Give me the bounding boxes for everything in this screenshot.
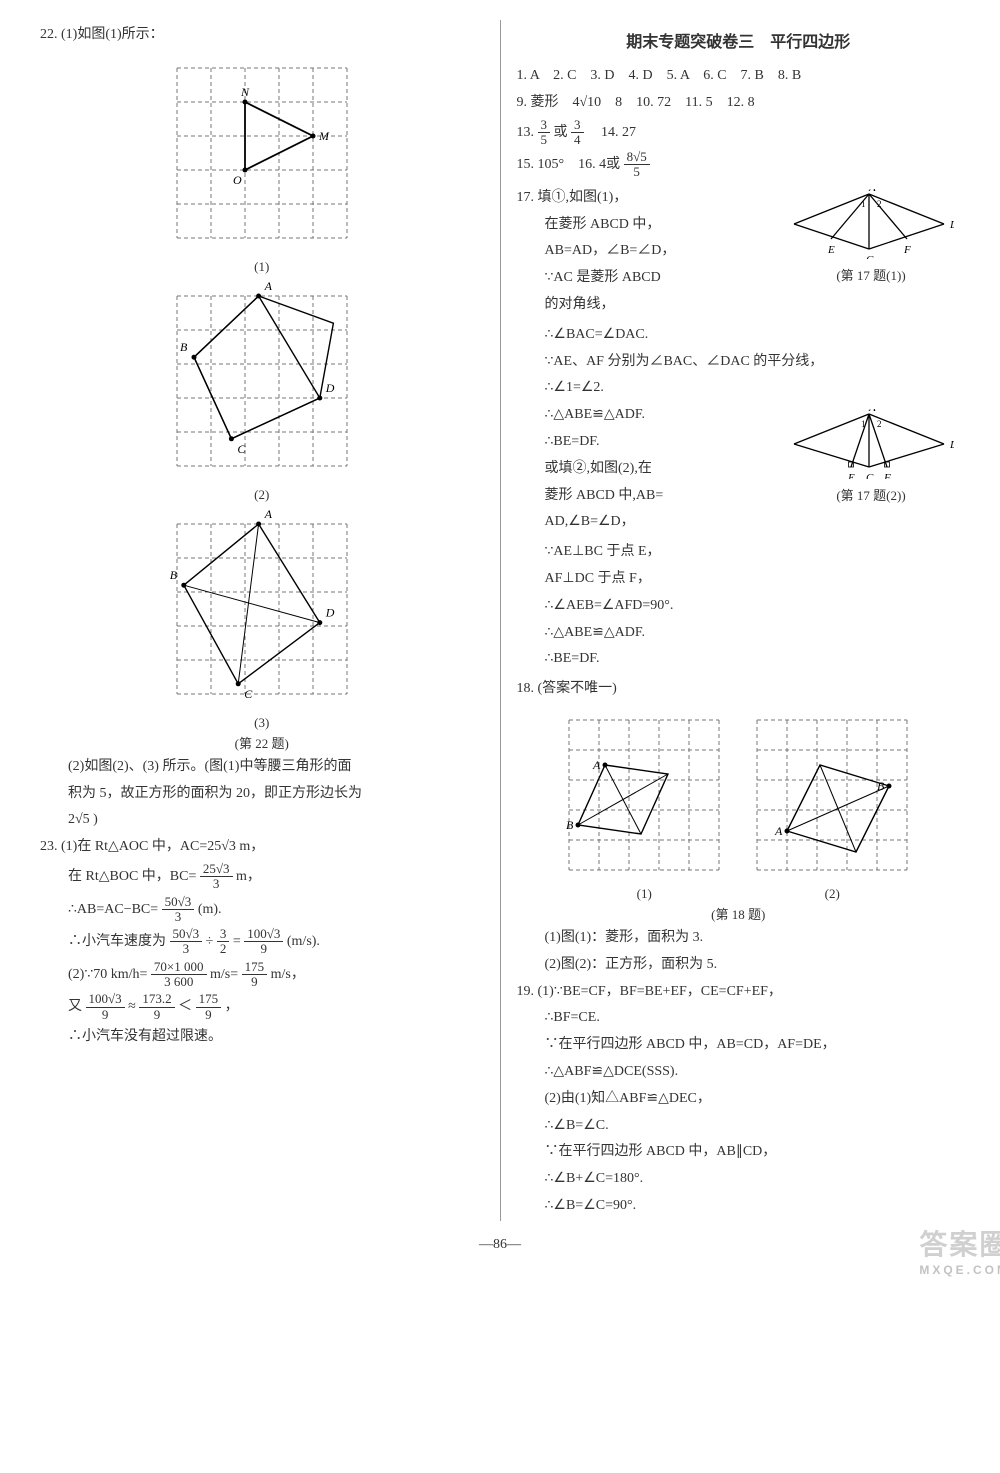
q23-l2: 在 Rt△BOC 中，BC= 25√33 m， (40, 862, 484, 892)
svg-text:A: A (868, 189, 876, 194)
svg-text:2: 2 (877, 419, 882, 429)
q15: 15. 105° 16. 4或 8√55 (517, 150, 961, 180)
q18-figure-1: AB (559, 710, 729, 880)
q22-p2b: 积为 5，故正方形的面积为 20，即正方形边长为 (40, 782, 484, 806)
svg-text:D: D (949, 219, 954, 231)
ans-line2: 9. 菱形 4√10 8 10. 72 11. 5 12. 8 (517, 91, 961, 115)
q22-figure-3: A B C D (162, 509, 362, 709)
svg-text:A: A (592, 758, 601, 772)
q22-fig1-caption: (1) (40, 259, 484, 275)
q22-figure-2: A B C D (162, 281, 362, 481)
q22-num: 22. (40, 27, 58, 42)
q22-fig3-caption: (3) (40, 715, 484, 731)
q17-fig1-caption: (第 17 题(1)) (786, 265, 956, 284)
q13: 13. 35 或 34 14. 27 (517, 118, 961, 148)
page-number: —86— (40, 1237, 960, 1253)
q22-l1: (1)如图(1)所示： (61, 27, 164, 42)
q22-fig2-caption: (2) (40, 487, 484, 503)
svg-text:1: 1 (861, 199, 866, 209)
q23-l3: ∴AB=AC−BC= 50√33 (m). (40, 895, 484, 925)
q18-fig-caption: (第 18 题) (517, 904, 961, 923)
q17-figure-2: ABCDEF12 (789, 409, 954, 479)
q22-p2a: (2)如图(2)、(3) 所示。(图(1)中等腰三角形的面 (40, 755, 484, 779)
svg-text:B: B (180, 340, 188, 354)
q18-num: 18. (517, 681, 535, 696)
svg-text:A: A (774, 824, 783, 838)
svg-text:C: C (244, 687, 253, 701)
svg-text:D: D (325, 605, 335, 619)
svg-text:F: F (903, 244, 911, 256)
q22-p2c: 2√5 ) (40, 808, 484, 832)
svg-text:B: B (877, 779, 885, 793)
svg-text:C: C (866, 472, 874, 479)
watermark: 答案圈 MXQE.COM (919, 1223, 1000, 1277)
q22-fig-caption: (第 22 题) (40, 733, 484, 752)
svg-text:E: E (827, 244, 835, 256)
svg-text:2: 2 (877, 199, 882, 209)
column-divider (500, 20, 501, 1221)
svg-text:E: E (847, 472, 855, 479)
q19-l1: 19. (1)∵BE=CF，BF=BE+EF，CE=CF+EF， (517, 980, 961, 1004)
q18-figure-2: AB (747, 710, 917, 880)
ans-line1: 1. A 2. C 3. D 4. D 5. A 6. C 7. B 8. B (517, 64, 961, 88)
right-column: 期末专题突破卷三 平行四边形 1. A 2. C 3. D 4. D 5. A … (517, 20, 961, 1221)
svg-text:N: N (240, 85, 250, 99)
q18-head: 18. (答案不唯一) (517, 677, 961, 701)
svg-text:D: D (325, 381, 335, 395)
q23-num: 23. (40, 839, 58, 854)
q22-figure-1: N O M (162, 53, 362, 253)
right-title: 期末专题突破卷三 平行四边形 (517, 28, 961, 52)
q23-l5: (2)∵70 km/h= 70×1 0003 600 m/s= 1759 m/s… (40, 960, 484, 990)
svg-text:A: A (868, 409, 876, 414)
svg-text:B: B (170, 568, 178, 582)
left-column: 22. (1)如图(1)所示： N O M (1) A B C D (2) A B C D (3… (40, 20, 484, 1221)
q17-num: 17. (517, 190, 535, 205)
svg-text:C: C (866, 254, 874, 259)
svg-text:B: B (566, 818, 574, 832)
q23-l7: ∴小汽车没有超过限速。 (40, 1025, 484, 1049)
svg-text:A: A (263, 281, 272, 293)
q23-l6: 又 100√39 ≈ 173.29 ＜ 1759 ， (40, 992, 484, 1022)
q22-line1: 22. (1)如图(1)所示： (40, 23, 484, 47)
svg-text:O: O (233, 173, 242, 187)
q23-l4: ∴小汽车速度为 50√33 ÷ 32 = 100√39 (m/s). (40, 927, 484, 957)
q17-block: ABCDEF12 (第 17 题(1)) 17. 填①,如图(1)， 在菱形 A… (517, 183, 961, 674)
svg-text:C: C (237, 442, 246, 456)
q19-num: 19. (517, 984, 535, 999)
svg-text:M: M (318, 129, 330, 143)
q17-figure-1: ABCDEF12 (789, 189, 954, 259)
svg-text:D: D (949, 439, 954, 451)
svg-text:F: F (883, 472, 891, 479)
q23-l1: 23. (1)在 Rt△AOC 中，AC=25√3 m， (40, 835, 484, 859)
svg-text:A: A (263, 509, 272, 521)
q17-fig2-caption: (第 17 题(2)) (786, 485, 956, 504)
svg-text:1: 1 (861, 419, 866, 429)
q18-figs: AB (1) AB (2) (517, 704, 961, 902)
